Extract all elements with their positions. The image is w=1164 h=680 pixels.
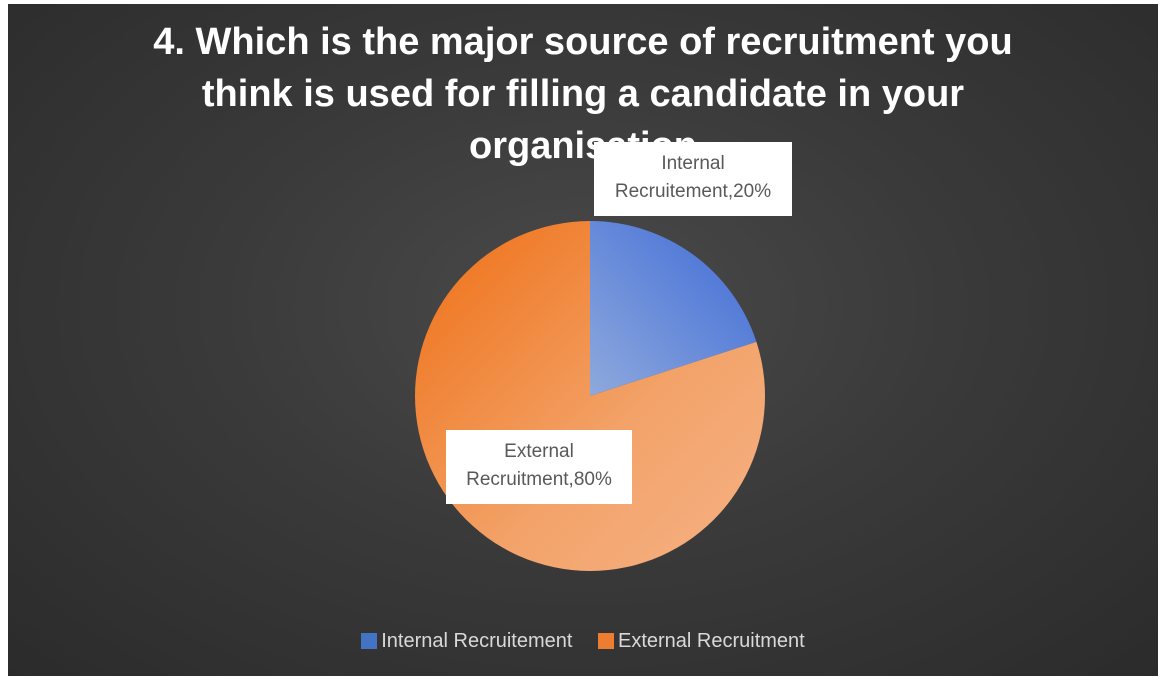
legend-item-external: External Recruitment <box>598 630 805 653</box>
data-label-external-line1: External <box>504 441 574 462</box>
chart-title-text: 4. Which is the major source of recruitm… <box>153 21 1013 167</box>
chart-legend: Internal Recruitement External Recruitme… <box>8 630 1158 653</box>
legend-item-internal: Internal Recruitement <box>361 630 572 653</box>
legend-label-internal: Internal Recruitement <box>381 630 573 652</box>
chart-title: 4. Which is the major source of recruitm… <box>8 16 1158 172</box>
pie-chart <box>415 221 765 571</box>
data-label-external: External Recruitment,80% <box>446 430 632 504</box>
data-label-external-line2: Recruitment,80% <box>466 469 612 490</box>
pie-slice-internal <box>590 221 757 396</box>
legend-swatch-external <box>598 633 614 649</box>
legend-swatch-internal <box>361 633 378 649</box>
legend-label-external: External Recruitment <box>618 630 805 652</box>
data-label-internal-line1: Internal <box>661 153 725 174</box>
data-label-internal-line2: Recruitement,20% <box>614 181 772 202</box>
chart-area: 4. Which is the major source of recruitm… <box>8 4 1158 676</box>
data-label-internal: Internal Recruitement,20% <box>594 142 792 216</box>
